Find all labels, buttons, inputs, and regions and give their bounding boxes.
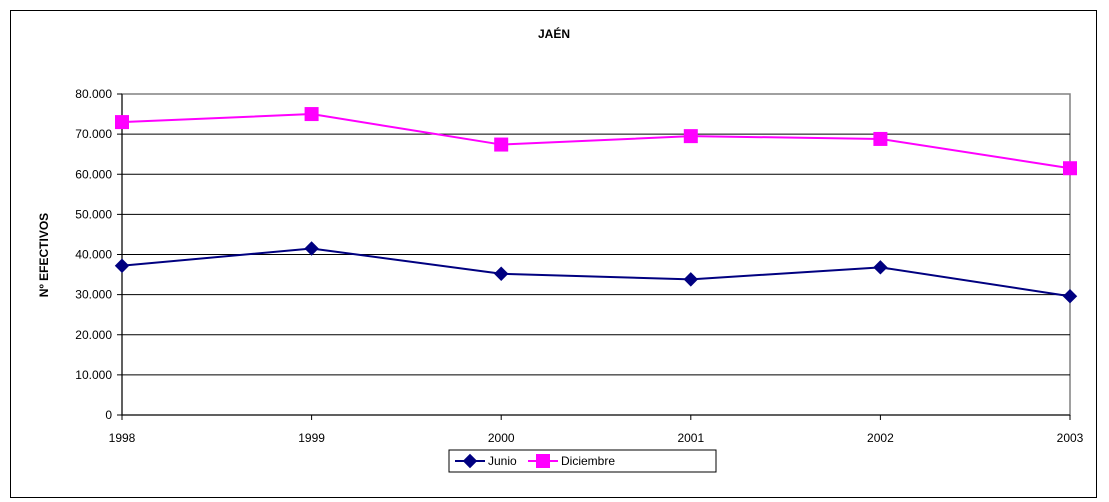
legend-marker-diciembre: [536, 454, 550, 468]
legend-marker-junio: [462, 453, 478, 469]
x-tick-label: 2003: [1057, 431, 1084, 445]
data-point-junio: [493, 266, 509, 281]
data-point-junio: [304, 241, 319, 256]
y-tick-label: 0: [105, 408, 112, 422]
y-tick-label: 80.000: [75, 87, 112, 101]
data-point-diciembre: [873, 131, 888, 146]
y-tick-label: 60.000: [75, 167, 112, 181]
legend-box: [448, 449, 717, 473]
data-point-junio: [683, 272, 699, 287]
data-point-junio: [1062, 289, 1078, 304]
y-tick-label: 70.000: [75, 127, 112, 141]
data-point-junio: [114, 258, 130, 273]
data-point-diciembre: [304, 107, 319, 122]
chart-frame: [10, 10, 1097, 498]
series-line-diciembre: [121, 113, 1071, 170]
data-point-diciembre: [683, 129, 698, 144]
data-point-diciembre: [1063, 161, 1077, 176]
axes: 0 10.000 20.000 30.000 40.000 50.000 60.000 70.…: [75, 87, 1083, 445]
legend-label-junio: Junio: [488, 454, 517, 468]
gridlines: [122, 133, 1070, 376]
x-tick-label: 1998: [109, 431, 136, 445]
y-tick-label: 20.000: [75, 328, 112, 342]
data-point-diciembre: [494, 137, 509, 152]
x-tick-label: 1999: [298, 431, 325, 445]
legend: Junio Diciembre: [448, 449, 717, 473]
y-tick-label: 30.000: [75, 288, 112, 302]
data-point-junio: [873, 260, 888, 275]
legend-label-diciembre: Diciembre: [561, 454, 615, 468]
y-tick-label: 50.000: [75, 207, 112, 221]
data-point-diciembre: [115, 115, 129, 130]
x-tick-label: 2002: [867, 431, 894, 445]
y-tick-label: 40.000: [75, 248, 112, 262]
x-tick-label: 2000: [488, 431, 515, 445]
y-axis-label: Nº EFECTIVOS: [37, 213, 51, 297]
series-line-junio: [121, 247, 1071, 298]
x-tick-label: 2001: [677, 431, 704, 445]
chart-title: JAÉN: [538, 26, 570, 41]
series-layer: [114, 107, 1078, 304]
y-tick-label: 10.000: [75, 368, 112, 382]
